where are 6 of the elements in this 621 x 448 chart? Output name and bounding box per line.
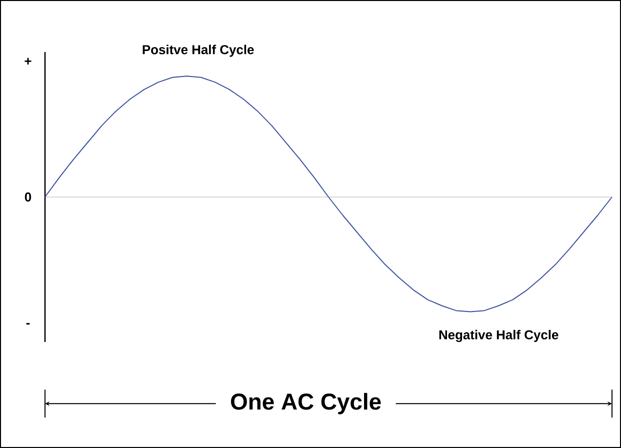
text: Positve Half Cycle [142, 44, 254, 57]
text: 0 [24, 192, 32, 202]
text: Negative Half Cycle [439, 330, 558, 342]
text: + [24, 58, 32, 64]
text: - [26, 323, 30, 325]
text: One AC Cycle [230, 392, 381, 414]
